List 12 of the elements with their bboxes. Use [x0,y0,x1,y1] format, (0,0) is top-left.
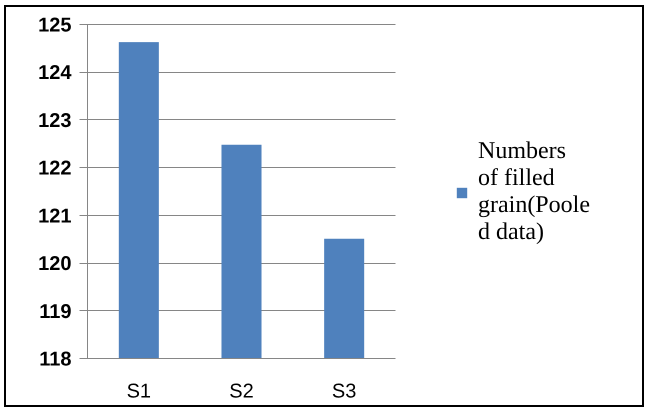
y-tick-label: 123 [38,110,72,132]
y-tick-label: 122 [38,158,72,180]
x-tick-label: S2 [229,380,254,402]
y-tick-label: 124 [38,62,72,84]
y-tick-label: 121 [38,205,72,228]
legend-label: Numbers of filled grain(Pooled data) [478,138,590,246]
x-tick-label: S3 [332,380,356,402]
y-tick-label: 120 [38,253,72,276]
y-tick-label: 118 [39,348,72,370]
x-tick-label: S1 [126,380,152,402]
y-tick-label: 119 [39,300,72,323]
y-tick-label: 125 [38,14,72,36]
